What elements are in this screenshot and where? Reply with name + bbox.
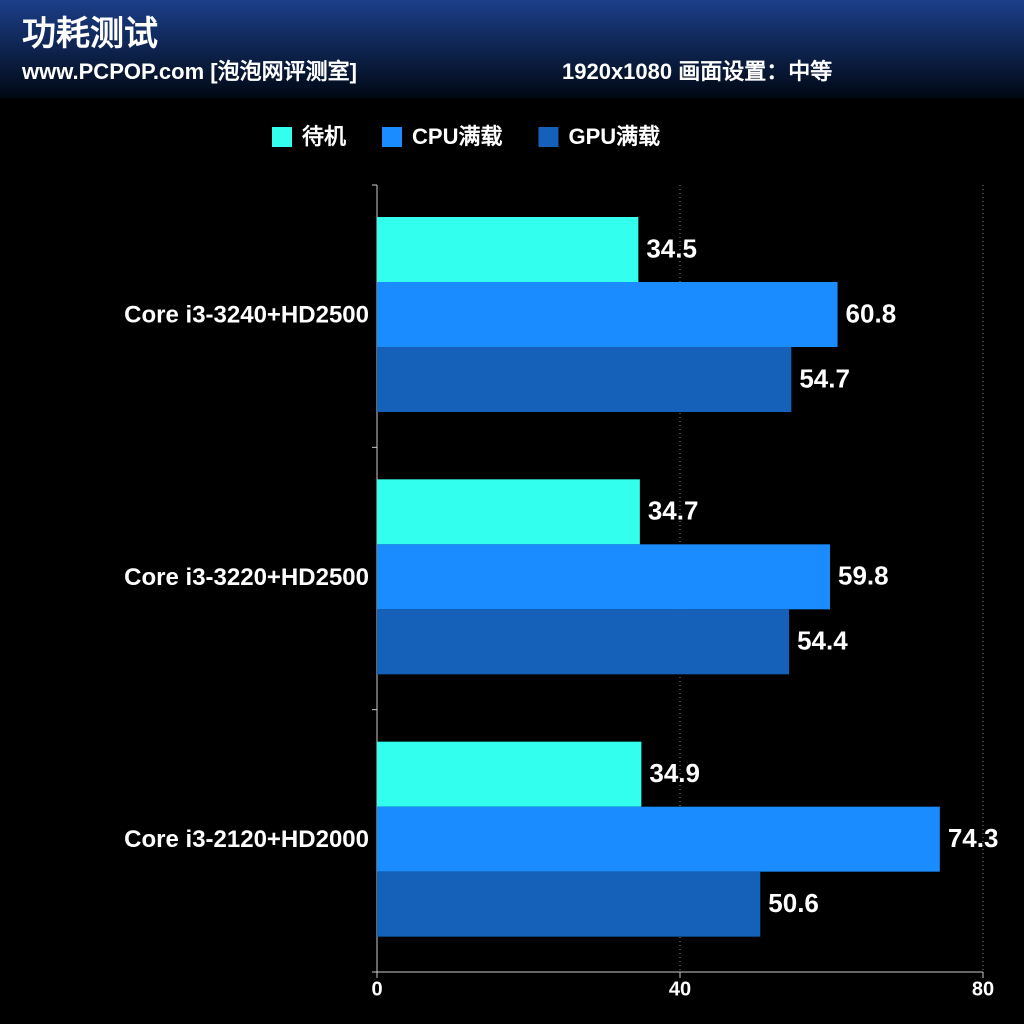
x-tick-label: 40 [669,978,691,1000]
bar [377,741,642,807]
note: 1920x1080 画面设置：中等 [562,59,832,84]
value-label: 59.8 [838,561,889,591]
legend-swatch [272,127,292,147]
bar [377,544,830,610]
value-label: 74.3 [948,823,999,853]
legend-label: 待机 [302,124,346,149]
y-tick-label: Core i3-2120+HD2000 [124,826,369,853]
value-label: 34.9 [649,758,700,788]
bar [377,347,792,412]
value-label: 54.4 [797,626,848,656]
y-tick-label: Core i3-3240+HD2500 [124,302,369,329]
x-tick-label: 0 [371,978,382,1000]
header [0,0,1024,98]
bar [377,217,639,282]
value-label: 54.7 [799,363,850,393]
bar [377,479,640,545]
value-label: 34.5 [646,233,697,263]
x-tick-label: 80 [972,978,994,1000]
bar [377,609,790,675]
bar [377,871,761,937]
bar [377,282,838,347]
value-label: 50.6 [768,888,819,918]
legend-label: CPU满载 [412,124,502,149]
bar [377,806,940,872]
y-tick-label: Core i3-3220+HD2500 [124,564,369,591]
value-label: 60.8 [846,298,897,328]
subtitle: www.PCPOP.com [泡泡网评测室] [21,59,357,84]
legend-label: GPU满载 [568,124,660,149]
chart-title: 功耗测试 [22,15,158,53]
legend-swatch [382,127,403,147]
value-label: 34.7 [648,496,699,526]
legend-swatch [538,127,559,147]
